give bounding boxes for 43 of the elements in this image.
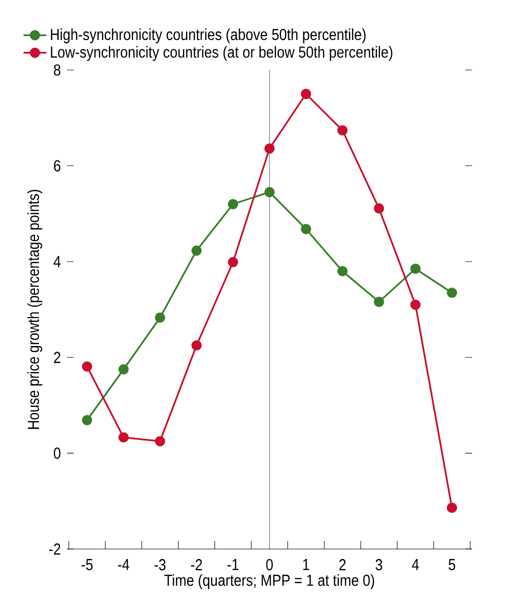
y-tick-label: -2	[49, 543, 60, 555]
point	[154, 312, 166, 323]
x-axis-title: Time (quarters; MPP = 1 at time 0)	[164, 574, 374, 590]
point	[228, 198, 238, 210]
x-tick-label: -2	[191, 559, 202, 570]
x-tick-label: 3	[376, 559, 382, 570]
point	[446, 288, 458, 298]
point	[446, 502, 458, 513]
point	[154, 436, 166, 446]
x-tick-label: 1	[303, 559, 310, 570]
point	[264, 143, 275, 154]
x-tick-label: -3	[154, 559, 166, 570]
y-tick-label: 6	[54, 160, 60, 172]
point	[300, 224, 312, 234]
point	[410, 300, 421, 310]
point	[337, 266, 348, 276]
y-axis-title: House price growth (percentage points)	[27, 190, 42, 429]
x-tick-label: 4	[412, 559, 419, 570]
point	[191, 245, 202, 256]
point	[300, 88, 312, 100]
point	[374, 203, 384, 214]
y-tick-label: 2	[54, 352, 60, 363]
x-tick-label: 0	[266, 559, 273, 570]
x-tick-label: -4	[118, 559, 130, 570]
x-tick-label: 2	[339, 559, 346, 570]
legend-label: High-synchronicity countries (above 50th percentile)	[50, 28, 366, 44]
point	[264, 186, 275, 198]
point	[82, 415, 92, 426]
y-tick-label: 0	[54, 448, 60, 459]
point	[228, 256, 238, 268]
x-tick-label: 5	[448, 559, 456, 570]
point	[337, 125, 348, 136]
point	[191, 340, 202, 351]
point	[118, 364, 129, 374]
y-tick-label: 8	[54, 64, 60, 76]
y-tick-label: 4	[54, 256, 61, 268]
point	[118, 432, 129, 443]
point	[82, 361, 92, 372]
point	[410, 264, 421, 274]
point	[374, 296, 384, 307]
legend-label: Low-synchronicity countries (at or below 50th percentile)	[50, 46, 392, 61]
x-tick-label: -5	[82, 559, 93, 570]
x-tick-label: -1	[228, 559, 238, 570]
